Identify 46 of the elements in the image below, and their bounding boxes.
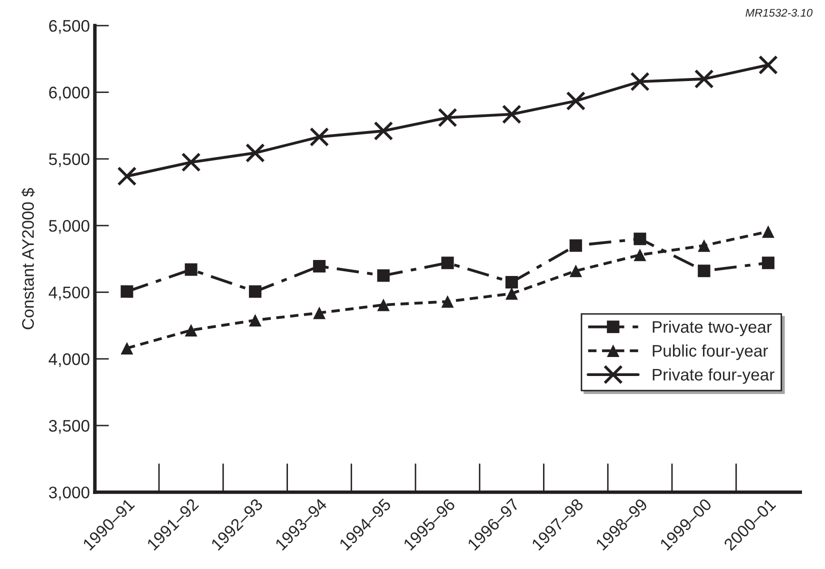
point — [248, 314, 262, 326]
y-tick-label: 5,000 — [48, 220, 90, 234]
point — [441, 295, 454, 308]
point — [758, 55, 778, 75]
point — [566, 91, 586, 111]
point — [184, 263, 198, 276]
point — [441, 256, 454, 270]
point — [313, 306, 326, 320]
legend-label: Public four-year — [652, 344, 768, 360]
y-tick-label: 5,500 — [48, 153, 90, 168]
point — [570, 239, 582, 252]
point — [694, 69, 714, 89]
y-tick-label: 4,500 — [48, 286, 90, 300]
y-tick-label: 4,000 — [48, 353, 90, 368]
y-tick-label: 3,500 — [48, 420, 90, 434]
point — [245, 143, 265, 163]
point — [248, 285, 262, 298]
point — [117, 166, 137, 186]
point — [698, 264, 710, 278]
point — [505, 287, 518, 300]
y-axis-title: Constant AY2000 $ — [21, 188, 35, 330]
point — [762, 225, 774, 238]
y-tick-label: 6,000 — [49, 86, 90, 100]
point — [634, 248, 646, 262]
point — [181, 152, 201, 172]
point — [698, 239, 710, 252]
y-tick-label: 3,000 — [48, 486, 90, 500]
point — [310, 127, 330, 147]
point — [377, 269, 390, 282]
y-tick-label: 6,500 — [49, 20, 90, 34]
legend-label: Private four-year — [652, 368, 774, 384]
point — [570, 264, 582, 278]
point — [438, 108, 458, 128]
point — [374, 121, 394, 141]
point — [120, 342, 134, 354]
point — [762, 256, 774, 270]
legend-label: Private two-year — [652, 320, 772, 336]
point — [505, 276, 518, 288]
point — [184, 324, 198, 336]
point — [634, 232, 646, 246]
point — [313, 260, 326, 272]
point — [630, 72, 650, 92]
text: MR1532-3.10 — [746, 8, 813, 17]
point — [377, 298, 390, 312]
point — [502, 104, 522, 124]
point — [120, 285, 134, 298]
